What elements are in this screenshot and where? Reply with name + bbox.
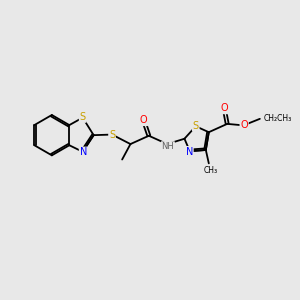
Text: O: O [240,120,248,130]
Text: N: N [80,147,87,158]
Text: N: N [185,147,193,157]
Text: O: O [220,103,228,113]
Text: NH: NH [161,142,174,151]
Text: S: S [193,121,199,131]
Text: S: S [109,130,115,140]
Text: CH₃: CH₃ [203,166,217,175]
Text: CH₂CH₃: CH₂CH₃ [263,114,292,123]
Text: S: S [80,112,86,122]
Text: O: O [140,115,147,125]
